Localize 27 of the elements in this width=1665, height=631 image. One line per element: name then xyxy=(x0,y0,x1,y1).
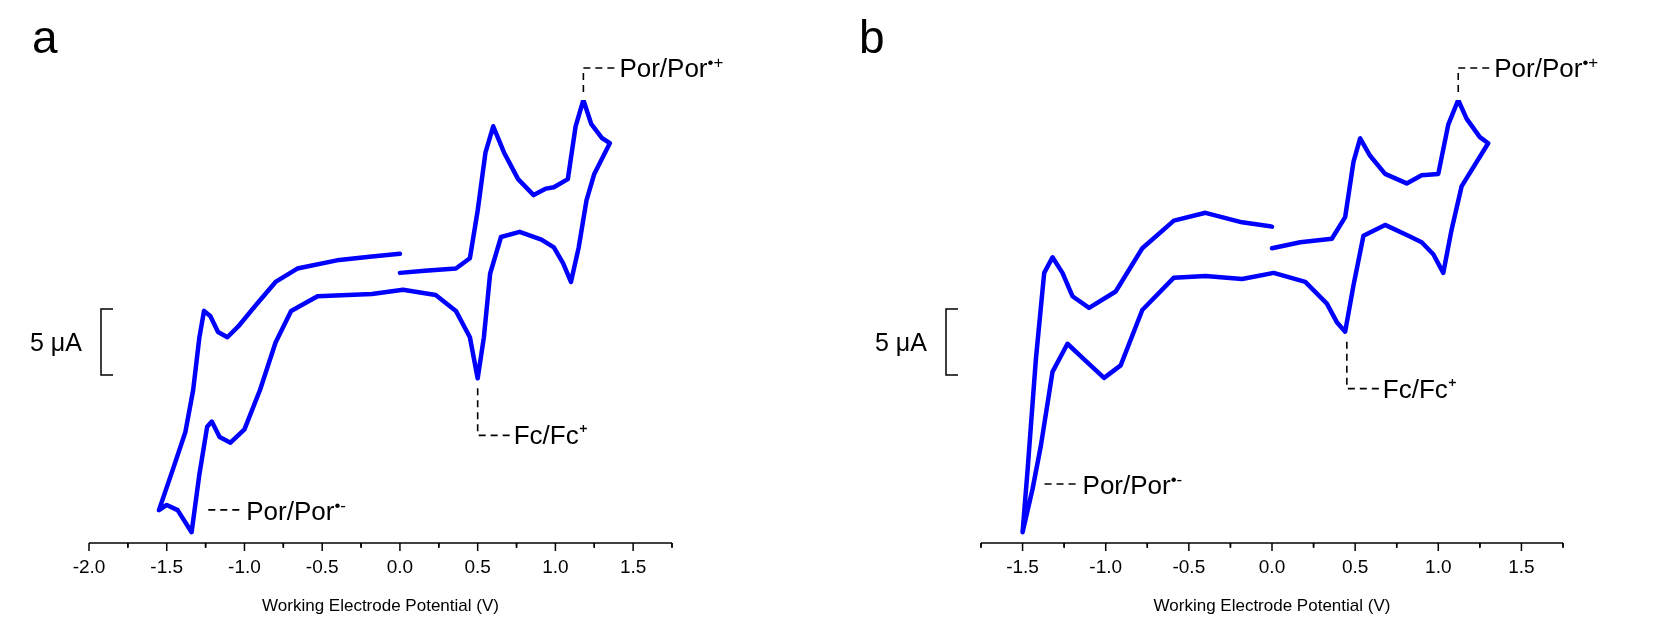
annotation: Por/Por$^{•-}$ xyxy=(246,495,346,526)
x-tick-label: 1.0 xyxy=(542,556,569,577)
annotation: Fc/Fc⁺ xyxy=(1382,373,1457,404)
x-tick-label: -1.5 xyxy=(150,556,184,577)
x-tick-label: -1.0 xyxy=(228,556,261,577)
x-tick-label: -1.0 xyxy=(1089,556,1123,577)
annotation: Por/Por$^{•-}$ xyxy=(1082,469,1183,500)
annotation: Por/Por$^{•+}$ xyxy=(619,52,724,83)
text: 5 μA xyxy=(30,327,82,357)
x-axis-title: Working Electrode Potential (V) xyxy=(262,596,499,615)
x-tick-label: 0.0 xyxy=(1258,556,1286,577)
x-tick-label: -0.5 xyxy=(305,556,339,577)
x-tick-label: 0.5 xyxy=(1341,556,1369,577)
annotation: Por/Por$^{•+}$ xyxy=(1494,52,1599,83)
annotation: Fc/Fc⁺ xyxy=(513,420,588,451)
chart-title: b xyxy=(859,10,885,64)
x-tick-label: -0.5 xyxy=(1172,556,1206,577)
x-axis-title: Working Electrode Potential (V) xyxy=(1153,596,1391,615)
x-tick-label: 0.0 xyxy=(386,556,414,577)
x-tick-label: 1.5 xyxy=(1508,556,1535,577)
x-tick-label: -2.0 xyxy=(72,556,106,577)
x-tick-label: 1.0 xyxy=(1425,556,1452,577)
chart-title: a xyxy=(32,10,58,64)
x-tick-label: 1.5 xyxy=(619,556,647,577)
text: 5 μA xyxy=(875,327,927,357)
x-tick-label: -1.5 xyxy=(1006,556,1039,577)
x-tick-label: 0.5 xyxy=(464,556,491,577)
